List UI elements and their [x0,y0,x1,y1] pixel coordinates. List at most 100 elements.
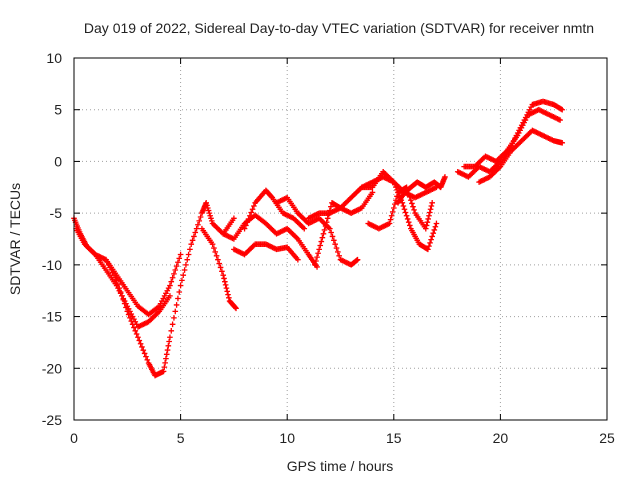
data-point-trail [400,203,407,209]
series-pass-8 [273,194,361,268]
data-point-trail [432,223,439,230]
data-point-trail [221,275,227,282]
data-point-trail [429,233,435,240]
data-point-trail [176,255,183,262]
data-point [559,140,566,146]
data-point-trail [166,338,172,345]
data-point-trail [321,227,328,233]
data-point-trail [247,212,253,219]
data-point-trail [404,216,411,222]
data-point-trail [183,262,189,268]
data-point-trail [173,263,180,269]
x-tick-label: 25 [599,430,615,446]
data-point-trail [329,233,336,240]
data-point [559,106,566,113]
data-point-trail [116,285,123,291]
data-point-trail [324,215,331,222]
data-point [167,293,173,299]
data-point-trail [426,212,432,219]
data-point-trail [219,268,225,275]
data-point-trail [423,222,430,229]
series-pass-16 [461,106,563,170]
y-tick-label: 10 [46,50,62,66]
data-point [233,305,239,312]
data-point-trail [163,351,170,358]
data-point-trail [405,219,412,225]
data-point-trail [207,212,213,219]
data-point-trail [409,200,415,207]
x-tick-label: 10 [279,430,295,446]
series-pass-7 [241,187,308,232]
data-point-trail [222,278,228,285]
series-pass-17 [476,127,566,185]
data-point-trail [197,214,204,220]
data-point-trail [195,221,201,228]
data-point-trail [192,229,199,236]
data-point-trail [248,209,255,216]
data-point-trail [244,219,251,225]
data-point-trail [175,295,181,302]
data-point [220,272,227,278]
data-point [442,174,448,180]
data-point-trail [328,203,334,210]
data-point-trail [401,206,408,213]
data-point-trail [316,246,322,253]
x-tick-label: 5 [177,430,185,446]
data-point-trail [317,242,324,249]
data-point-trail [327,207,333,214]
data-point-trail [314,254,320,260]
data-point-trail [123,304,129,311]
data-point [167,282,173,289]
data-point-trail [335,249,341,255]
data-point [188,241,195,247]
data-point-trail [169,274,176,281]
data-point-trail [128,318,135,324]
data-point-trail [427,206,434,213]
data-point-trail [217,264,224,271]
data-point-trail [216,260,223,267]
data-point-trail [173,302,180,308]
data-point-trail [141,350,148,357]
data-point-trail [119,293,125,299]
grid-lines [74,58,607,420]
data-point-trail [318,238,325,245]
data-point-trail [251,203,257,209]
data-point-trail [226,295,232,301]
data-point-trail [115,281,121,288]
data-point-trail [171,271,177,277]
data-point-trail [205,207,212,214]
data-point-trail [426,243,432,249]
data-point-trail [389,209,396,215]
data-point [209,241,216,247]
data-point [124,308,131,315]
data-point-trail [136,337,143,344]
data-point-trail [163,355,169,362]
data-point-trail [232,304,239,311]
data-point [241,225,248,232]
x-tick-label: 20 [493,430,509,446]
data-point-trail [208,215,214,222]
data-points [71,98,566,379]
data-point-trail [211,245,217,251]
data-point [557,117,563,123]
data-point-trail [403,212,410,219]
data-point-trail [204,202,210,209]
data-point-trail [406,222,413,229]
data-point [312,262,318,268]
y-tick-label: -20 [42,360,62,376]
data-point-trail [424,219,431,225]
data-point-trail [393,184,399,191]
data-point-trail [212,249,219,255]
data-point-trail [333,245,340,251]
data-point [386,220,393,227]
y-tick-label: 5 [54,102,62,118]
data-point-trail [137,340,144,347]
data-point-trail [325,211,332,218]
data-point-trail [411,207,417,213]
data-point [433,220,440,227]
data-point-trail [387,216,394,223]
data-point-trail [395,189,401,196]
data-point-trail [406,194,413,200]
